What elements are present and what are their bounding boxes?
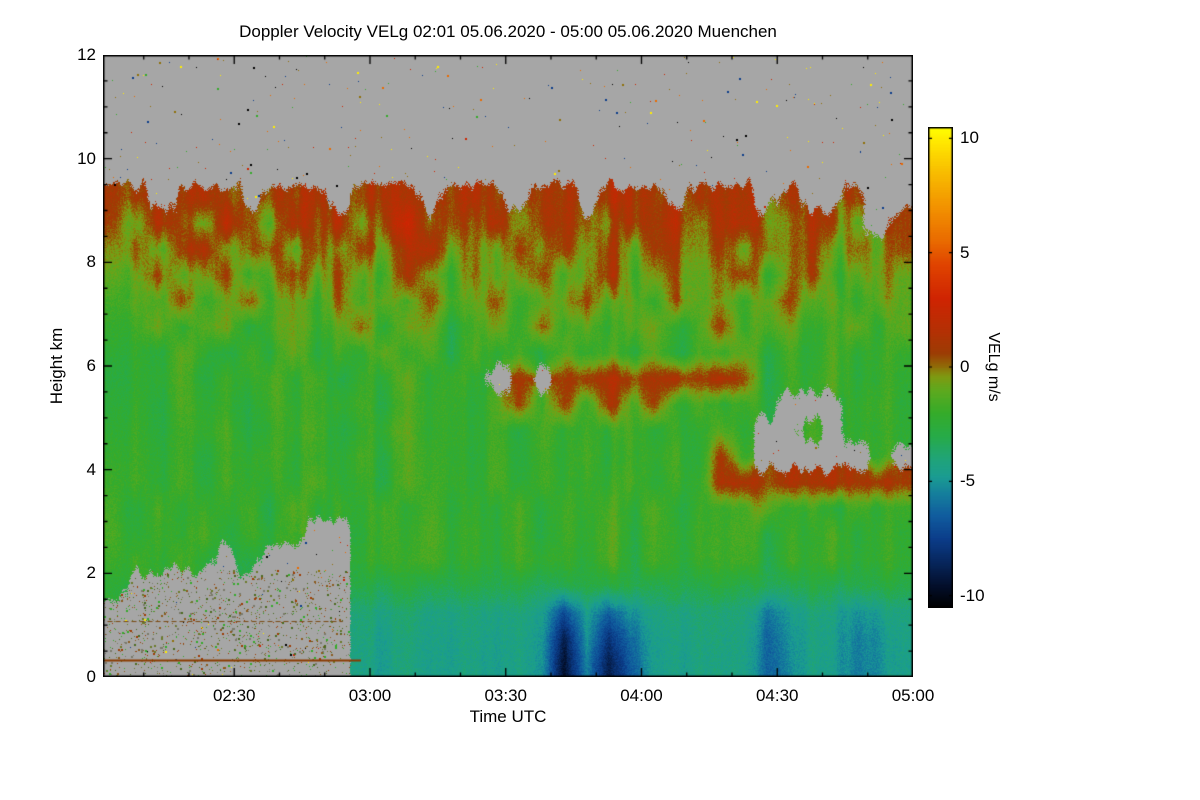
y-tick-label: 12	[77, 45, 96, 64]
colorbar-tick-label: -5	[960, 471, 976, 491]
x-axis-title: Time UTC	[469, 707, 547, 726]
colorbar-tick-label: 10	[960, 128, 979, 148]
colorbar-gradient	[928, 127, 953, 608]
y-tick-label: 8	[86, 252, 96, 272]
x-tick-label: 04:30	[755, 686, 799, 705]
y-tick-label: 4	[86, 459, 96, 479]
colorbar-tick-label: -10	[960, 585, 985, 605]
colorbar-tick-label: 5	[960, 242, 970, 262]
x-tick-label: 02:30	[212, 686, 256, 705]
y-tick-label: 6	[86, 356, 96, 375]
x-tick-label: 05:00	[891, 686, 935, 705]
colorbar-tick-label: 0	[960, 357, 970, 376]
velocity-heatmap-plot	[103, 55, 913, 677]
chart-title: Doppler Velocity VELg 02:01 05.06.2020 -…	[239, 22, 777, 41]
x-tick-label: 03:30	[484, 686, 528, 705]
y-tick-label: 0	[86, 667, 96, 686]
y-tick-label: 2	[86, 563, 96, 583]
x-tick-label: 04:00	[620, 686, 663, 705]
y-tick-label: 10	[77, 148, 96, 168]
colorbar-title: VELg m/s	[985, 332, 1002, 402]
x-tick-label: 03:00	[348, 686, 392, 705]
